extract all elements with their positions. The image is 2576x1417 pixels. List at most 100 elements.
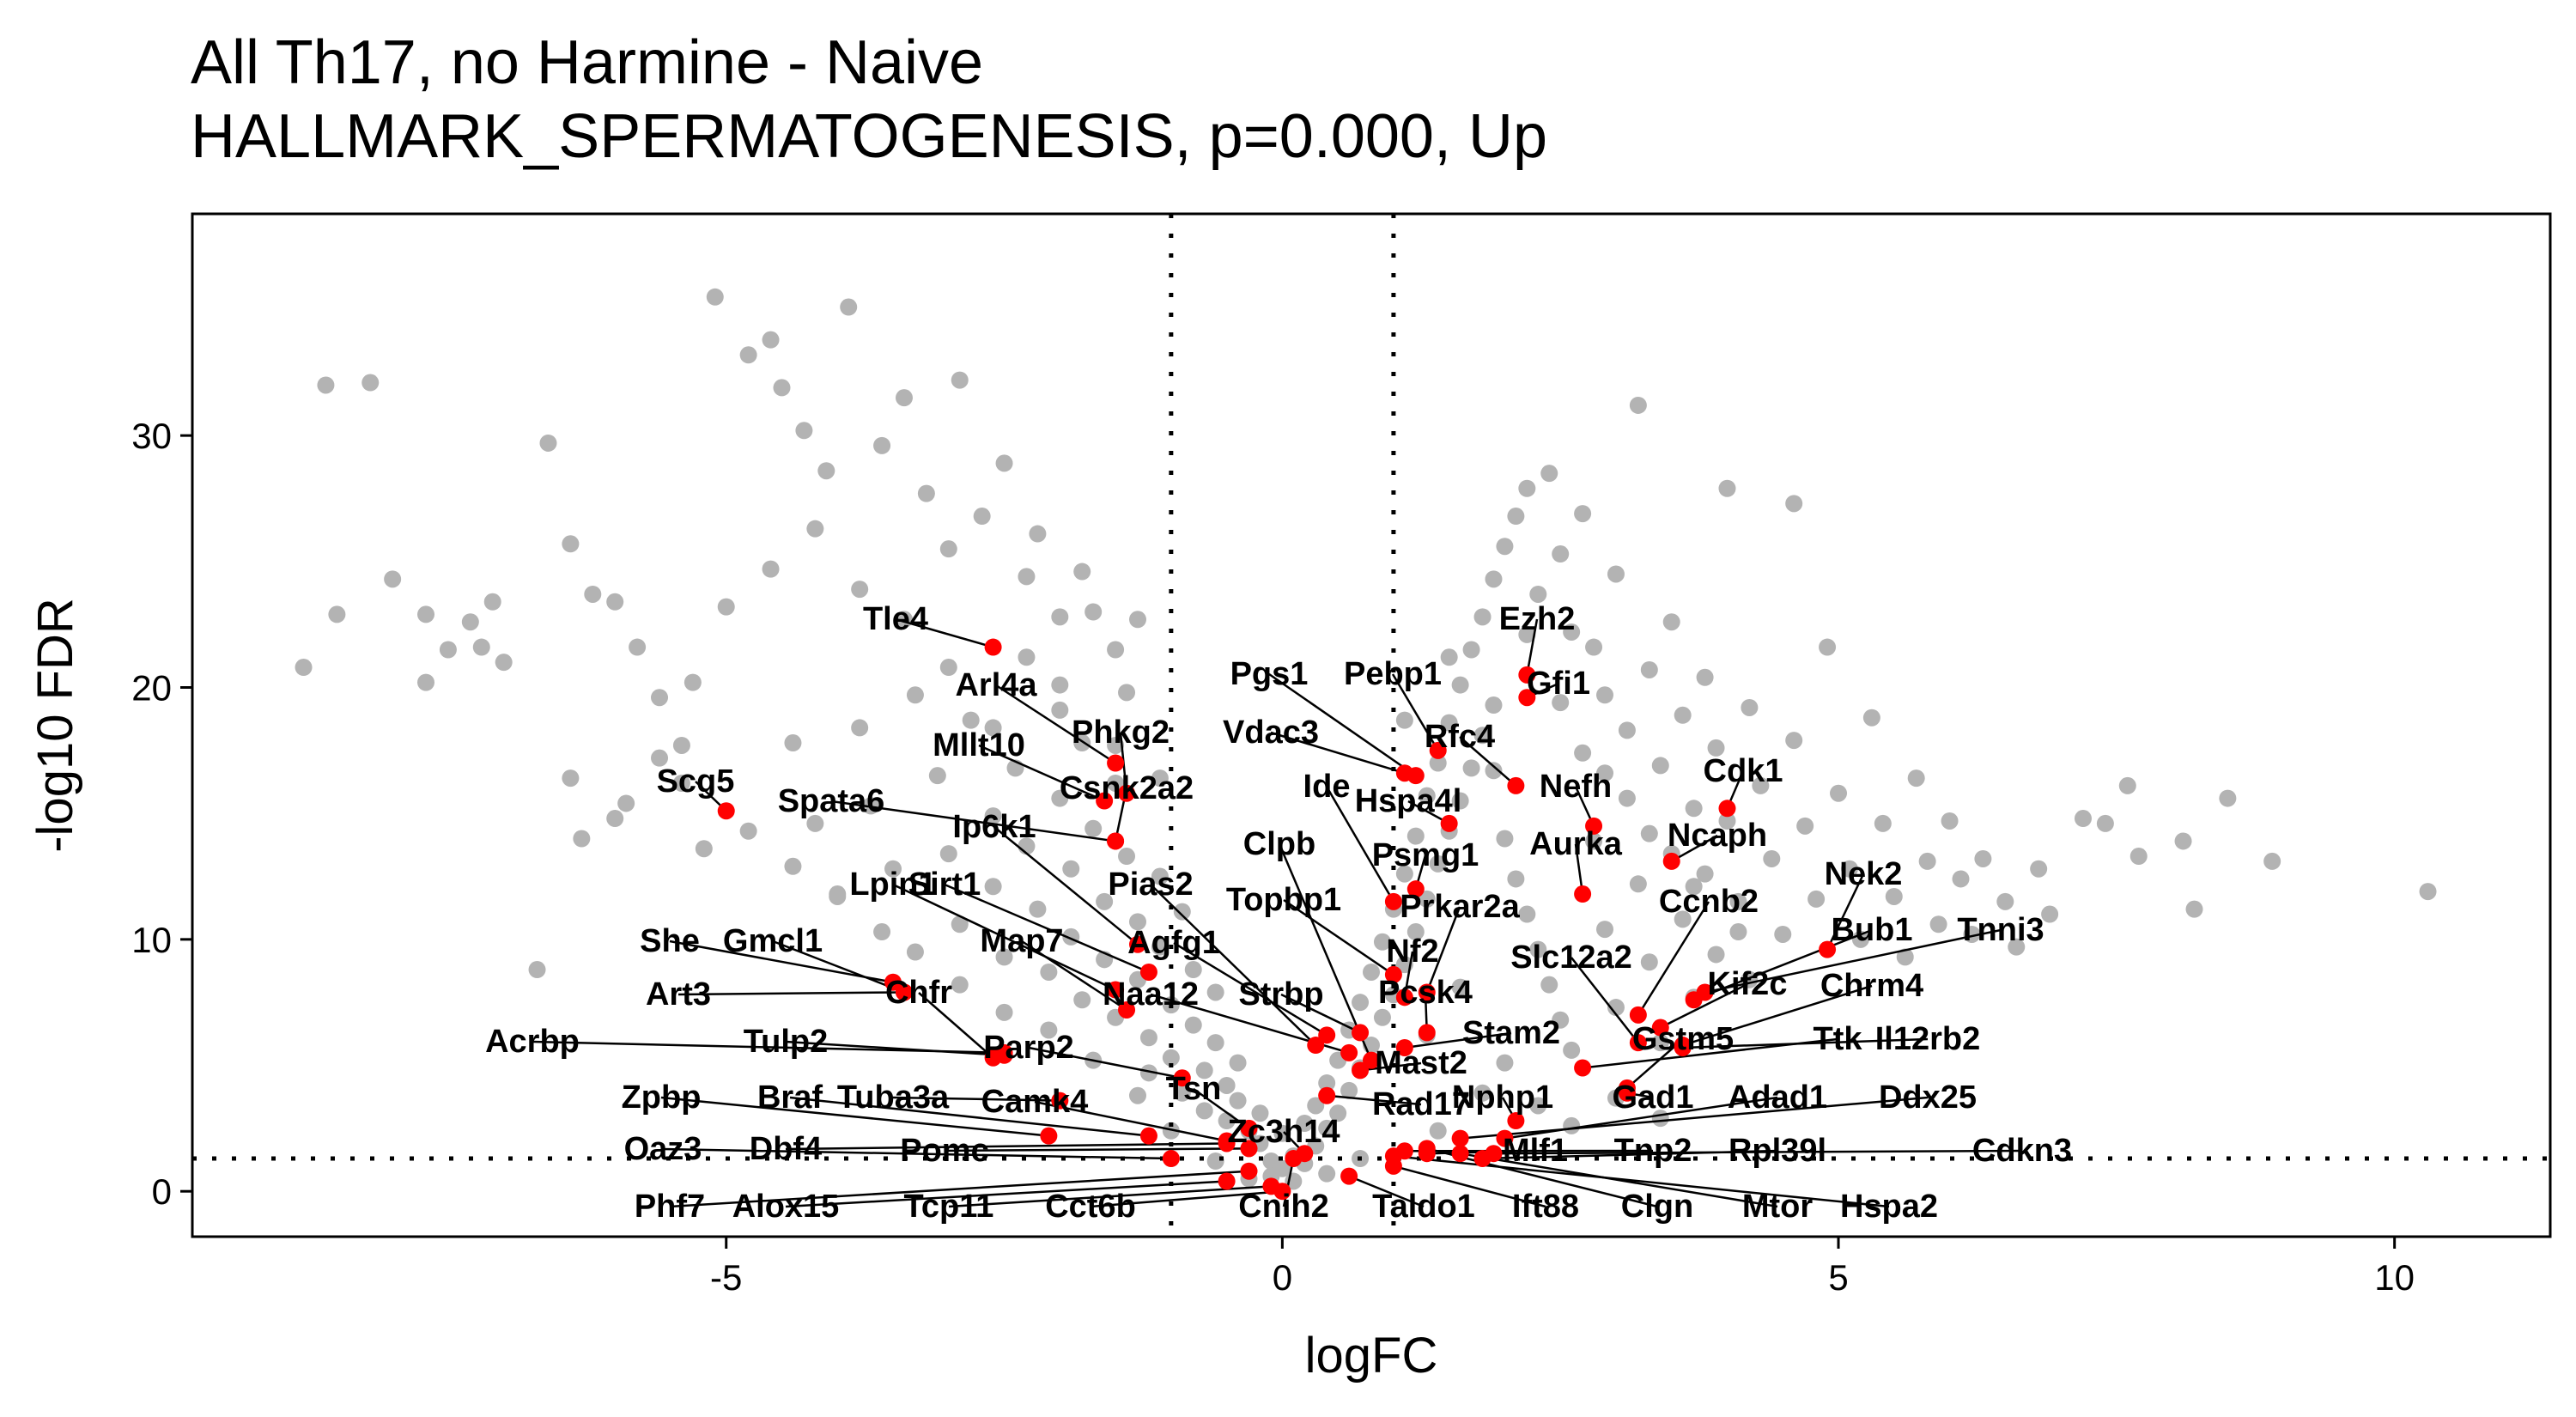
- highlighted-point: [1418, 1024, 1436, 1042]
- background-point: [1195, 1061, 1213, 1079]
- highlighted-point: [1574, 1059, 1592, 1077]
- background-point: [1752, 776, 1770, 794]
- background-point: [1395, 711, 1413, 729]
- background-point: [2030, 860, 2048, 878]
- background-point: [1451, 676, 1469, 694]
- background-point: [1674, 910, 1692, 928]
- highlighted-point: [1139, 963, 1157, 981]
- label-leader-lines-layer: [532, 617, 2023, 1208]
- leader-line: [1021, 940, 1127, 1012]
- background-point: [1429, 754, 1447, 772]
- leader-line: [1090, 1189, 1283, 1208]
- background-point: [1406, 923, 1425, 941]
- leader-line: [1268, 672, 1417, 777]
- leader-line: [1493, 1149, 2023, 1155]
- gene-label: Ccnb2: [1659, 884, 1759, 920]
- highlighted-point: [995, 1046, 1013, 1064]
- background-point: [1062, 860, 1080, 878]
- highlighted-point: [1662, 852, 1680, 870]
- leader-line: [1526, 618, 1539, 676]
- highlighted-point: [1340, 1167, 1358, 1185]
- background-point: [1596, 686, 1614, 704]
- background-point: [1473, 727, 1492, 745]
- highlighted-point: [1440, 814, 1458, 832]
- background-point: [328, 605, 346, 623]
- highlighted-point: [1096, 792, 1114, 810]
- background-point: [1206, 1152, 1224, 1170]
- background-point: [739, 822, 757, 840]
- background-point: [1685, 800, 1703, 818]
- gene-label: Ip6k1: [952, 809, 1036, 845]
- background-point: [1107, 774, 1125, 792]
- background-point: [1251, 1104, 1269, 1122]
- background-point: [928, 767, 946, 785]
- highlighted-point: [1451, 1129, 1469, 1147]
- leader-line: [1460, 1096, 1929, 1140]
- gene-label: Gmcl1: [723, 923, 823, 959]
- highlighted-point: [1139, 1127, 1157, 1145]
- leader-line: [978, 744, 1105, 802]
- gene-label: Nphp1: [1452, 1079, 1553, 1116]
- background-point: [1363, 963, 1380, 981]
- background-point: [1040, 1021, 1058, 1039]
- background-point: [1718, 479, 1736, 497]
- x-tick-label: 0: [1273, 1257, 1292, 1298]
- leader-line: [1404, 1031, 1512, 1049]
- leader-line: [1682, 984, 1873, 1047]
- background-point: [2008, 938, 2026, 956]
- gene-label: Arl4a: [955, 667, 1037, 703]
- background-point: [1273, 1159, 1291, 1177]
- background-point: [1651, 757, 1669, 775]
- background-point: [1307, 1097, 1325, 1115]
- background-point: [1529, 585, 1547, 603]
- gene-label: Alox15: [732, 1189, 840, 1225]
- gene-label: Nf2: [1386, 934, 1438, 970]
- background-point: [1162, 1122, 1180, 1140]
- background-point: [1128, 611, 1146, 629]
- highlighted-point: [1128, 935, 1146, 953]
- background-point: [1607, 565, 1625, 583]
- background-point: [528, 961, 546, 979]
- gene-label: Tcp11: [904, 1189, 994, 1225]
- highlighted-point: [1496, 1129, 1514, 1147]
- background-point: [1518, 625, 1536, 643]
- leader-line: [944, 1147, 1249, 1152]
- highlighted-point: [1429, 741, 1447, 759]
- highlighted-point: [1218, 1172, 1236, 1190]
- background-point: [317, 376, 335, 394]
- gene-label: Oaz3: [624, 1131, 702, 1167]
- background-point: [1918, 852, 1936, 870]
- background-point: [1162, 1049, 1180, 1067]
- highlighted-point: [1384, 892, 1402, 910]
- highlighted-point: [1363, 1051, 1380, 1069]
- background-point: [1296, 1114, 1314, 1132]
- background-point: [1029, 525, 1047, 543]
- background-point: [562, 769, 580, 788]
- leader-line: [1325, 786, 1394, 903]
- chart-title-line-2: HALLMARK_SPERMATOGENESIS, p=0.000, Up: [191, 102, 1547, 171]
- x-tick-label: -5: [710, 1257, 742, 1298]
- leader-line: [785, 1142, 1227, 1151]
- chart-title: All Th17, no Harmine - Naive HALLMARK_SP…: [191, 26, 1547, 173]
- background-point: [1952, 870, 1970, 888]
- gene-label: Pomc: [900, 1133, 988, 1169]
- background-point: [1707, 946, 1725, 964]
- background-point: [1629, 396, 1647, 414]
- highlighted-point: [1395, 1038, 1413, 1056]
- background-point: [1585, 832, 1603, 850]
- highlighted-point: [1618, 1084, 1636, 1102]
- gene-label: Chrm4: [1820, 968, 1923, 1004]
- highlighted-point: [1352, 1061, 1370, 1079]
- background-point: [651, 749, 669, 767]
- background-point: [1352, 994, 1370, 1012]
- background-point: [1107, 736, 1125, 754]
- highlighted-point: [1674, 1038, 1692, 1056]
- background-point: [762, 331, 780, 349]
- gene-label: Cct6b: [1045, 1189, 1136, 1225]
- background-point: [995, 1003, 1013, 1021]
- gene-label: Gstm5: [1632, 1021, 1734, 1057]
- background-point: [973, 508, 991, 526]
- background-point: [1462, 641, 1480, 659]
- gene-labels-layer: Tle4 Arl4a Phkg2 Mllt10 Spata6 Scg5 Csnk2a2 Ip6…: [485, 601, 2072, 1225]
